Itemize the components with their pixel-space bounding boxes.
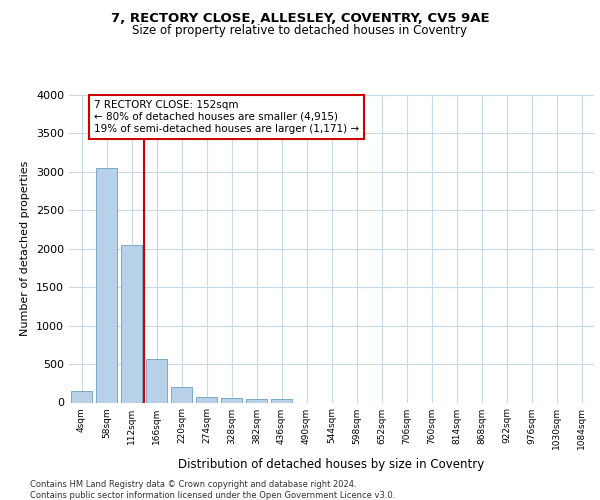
Text: 7 RECTORY CLOSE: 152sqm
← 80% of detached houses are smaller (4,915)
19% of semi: 7 RECTORY CLOSE: 152sqm ← 80% of detache… <box>94 100 359 134</box>
Text: Contains HM Land Registry data © Crown copyright and database right 2024.: Contains HM Land Registry data © Crown c… <box>30 480 356 489</box>
Bar <box>146 358 167 403</box>
Text: Contains public sector information licensed under the Open Government Licence v3: Contains public sector information licen… <box>30 491 395 500</box>
Bar <box>246 398 267 402</box>
X-axis label: Distribution of detached houses by size in Coventry: Distribution of detached houses by size … <box>178 458 485 471</box>
Bar <box>121 245 142 402</box>
Bar <box>196 396 217 402</box>
Bar <box>71 391 92 402</box>
Y-axis label: Number of detached properties: Number of detached properties <box>20 161 31 336</box>
Bar <box>96 168 117 402</box>
Bar <box>171 387 192 402</box>
Bar <box>271 400 292 402</box>
Bar <box>221 398 242 402</box>
Text: 7, RECTORY CLOSE, ALLESLEY, COVENTRY, CV5 9AE: 7, RECTORY CLOSE, ALLESLEY, COVENTRY, CV… <box>110 12 490 26</box>
Text: Size of property relative to detached houses in Coventry: Size of property relative to detached ho… <box>133 24 467 37</box>
